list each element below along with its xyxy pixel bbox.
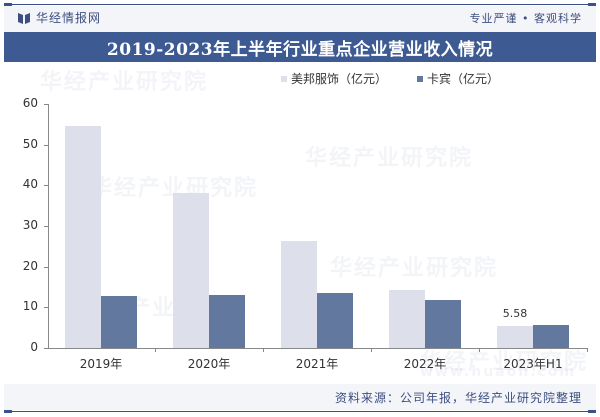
legend-item-kabin: 卡宾（亿元） [417,70,499,87]
bottom-rule-cap-right [588,410,596,413]
legend: 美邦服饰（亿元） 卡宾（亿元） [0,70,600,87]
y-tick-mark [44,104,48,105]
x-tick-mark [155,348,156,352]
bar-meibang-2022 [389,290,425,348]
bar-meibang-2019 [65,126,101,348]
x-tick-mark [479,348,480,352]
y-tick-label: 10 [22,299,38,313]
x-tick-label: 2020年 [187,357,231,371]
legend-swatch-icon [417,75,423,82]
title-bar: 2019-2023年上半年行业重点企业营业收入情况 [4,32,596,62]
brand: 华经情报网 [18,9,101,26]
x-tick-mark [587,348,588,352]
y-tick-label: 30 [22,218,38,232]
x-tick-label: 2023年H1 [503,357,563,371]
source-note: 资料来源：公司年报，华经产业研究院整理 [334,391,582,405]
bar-kabin-2022 [425,300,461,348]
x-axis [48,348,588,349]
x-tick-mark [263,348,264,352]
legend-item-meibang: 美邦服饰（亿元） [280,70,387,87]
chart-title: 2019-2023年上半年行业重点企业营业收入情况 [106,39,494,60]
header-bar [4,6,596,32]
y-tick-label: 0 [30,340,38,354]
watermark: 华经产业研究院 [330,256,499,281]
y-tick-label: 20 [22,259,38,273]
brand-name: 华经情报网 [36,11,102,25]
legend-label: 美邦服饰（亿元） [290,72,387,86]
top-rule [8,4,592,5]
top-rule-cap-right [588,3,596,6]
y-tick-mark [44,267,48,268]
bar-kabin-2019 [101,296,137,348]
slogan: 专业严谨 • 客观科学 [469,12,582,25]
y-tick-mark [44,185,48,186]
y-tick-mark [44,307,48,308]
x-tick-mark [371,348,372,352]
legend-swatch-icon [280,75,287,82]
data-label-kabin-2023h1: 5.58 [502,307,528,320]
footer-bar [4,384,596,410]
bar-kabin-2023h1 [533,325,569,348]
x-tick-label: 2022年 [403,357,447,371]
y-tick-label: 40 [22,177,38,191]
bar-meibang-2020 [173,193,209,348]
y-tick-mark [44,145,48,146]
watermark: 华经产业研究院 [305,146,474,171]
bar-meibang-2021 [281,241,317,348]
bar-kabin-2020 [209,295,245,348]
watermark: 华经产业研究院 [40,70,209,95]
book-logo-icon [18,12,30,24]
y-tick-mark [44,348,48,349]
y-tick-label: 60 [22,96,38,110]
legend-label: 卡宾（亿元） [427,72,500,86]
bottom-rule [8,411,592,412]
bar-kabin-2021 [317,293,353,348]
y-tick-label: 50 [22,137,38,151]
y-tick-mark [44,226,48,227]
bar-meibang-2023h1 [497,326,533,348]
x-tick-label: 2019年 [79,357,123,371]
bottom-rule-cap-left [4,410,12,413]
y-axis [48,104,49,348]
top-rule-cap-left [4,3,12,6]
x-tick-label: 2021年 [295,357,339,371]
